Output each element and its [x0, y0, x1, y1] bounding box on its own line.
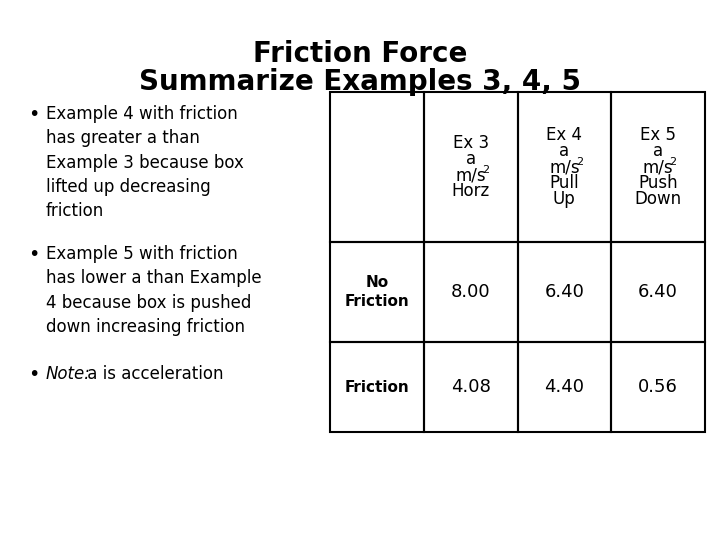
Text: 4.08: 4.08	[451, 378, 490, 396]
Text: Down: Down	[634, 190, 682, 208]
Text: Ex 4: Ex 4	[546, 126, 582, 144]
Bar	[611, 242, 705, 342]
Bar	[518, 342, 611, 432]
Bar	[330, 242, 424, 342]
Text: 6.40: 6.40	[638, 283, 678, 301]
Text: m/s: m/s	[549, 158, 580, 176]
Text: 6.40: 6.40	[544, 283, 585, 301]
Text: 8.00: 8.00	[451, 283, 490, 301]
Bar	[424, 242, 518, 342]
Text: 2: 2	[482, 165, 489, 175]
Text: •: •	[28, 365, 40, 384]
Text: No
Friction: No Friction	[344, 275, 409, 309]
Text: •: •	[28, 245, 40, 264]
Text: m/s: m/s	[455, 166, 486, 184]
Bar	[518, 242, 611, 342]
Text: Push: Push	[639, 174, 678, 192]
Text: Friction: Friction	[344, 380, 409, 395]
Bar	[611, 342, 705, 432]
Text: 4.40: 4.40	[544, 378, 585, 396]
Text: Example 5 with friction
has lower a than Example
4 because box is pushed
down in: Example 5 with friction has lower a than…	[46, 245, 261, 336]
Text: a: a	[466, 150, 476, 168]
Bar	[518, 92, 611, 242]
Bar	[424, 92, 518, 242]
Text: Ex 3: Ex 3	[453, 134, 489, 152]
Bar	[424, 342, 518, 432]
Text: m/s: m/s	[643, 158, 673, 176]
Text: a is acceleration: a is acceleration	[82, 365, 223, 383]
Text: •: •	[28, 105, 40, 124]
Text: a: a	[559, 142, 570, 160]
Text: 0.56: 0.56	[638, 378, 678, 396]
Bar	[330, 342, 424, 432]
Text: 2: 2	[576, 157, 583, 167]
Text: Example 4 with friction
has greater a than
Example 3 because box
lifted up decre: Example 4 with friction has greater a th…	[46, 105, 244, 220]
Text: Note:: Note:	[46, 365, 91, 383]
Text: 2: 2	[670, 157, 677, 167]
Text: Up: Up	[553, 190, 576, 208]
Bar	[611, 92, 705, 242]
Text: Friction Force: Friction Force	[253, 40, 467, 68]
Text: Horz: Horz	[451, 182, 490, 200]
Text: Summarize Examples 3, 4, 5: Summarize Examples 3, 4, 5	[139, 68, 581, 96]
Text: a: a	[653, 142, 663, 160]
Bar	[330, 92, 424, 242]
Text: Pull: Pull	[549, 174, 579, 192]
Text: Ex 5: Ex 5	[640, 126, 676, 144]
